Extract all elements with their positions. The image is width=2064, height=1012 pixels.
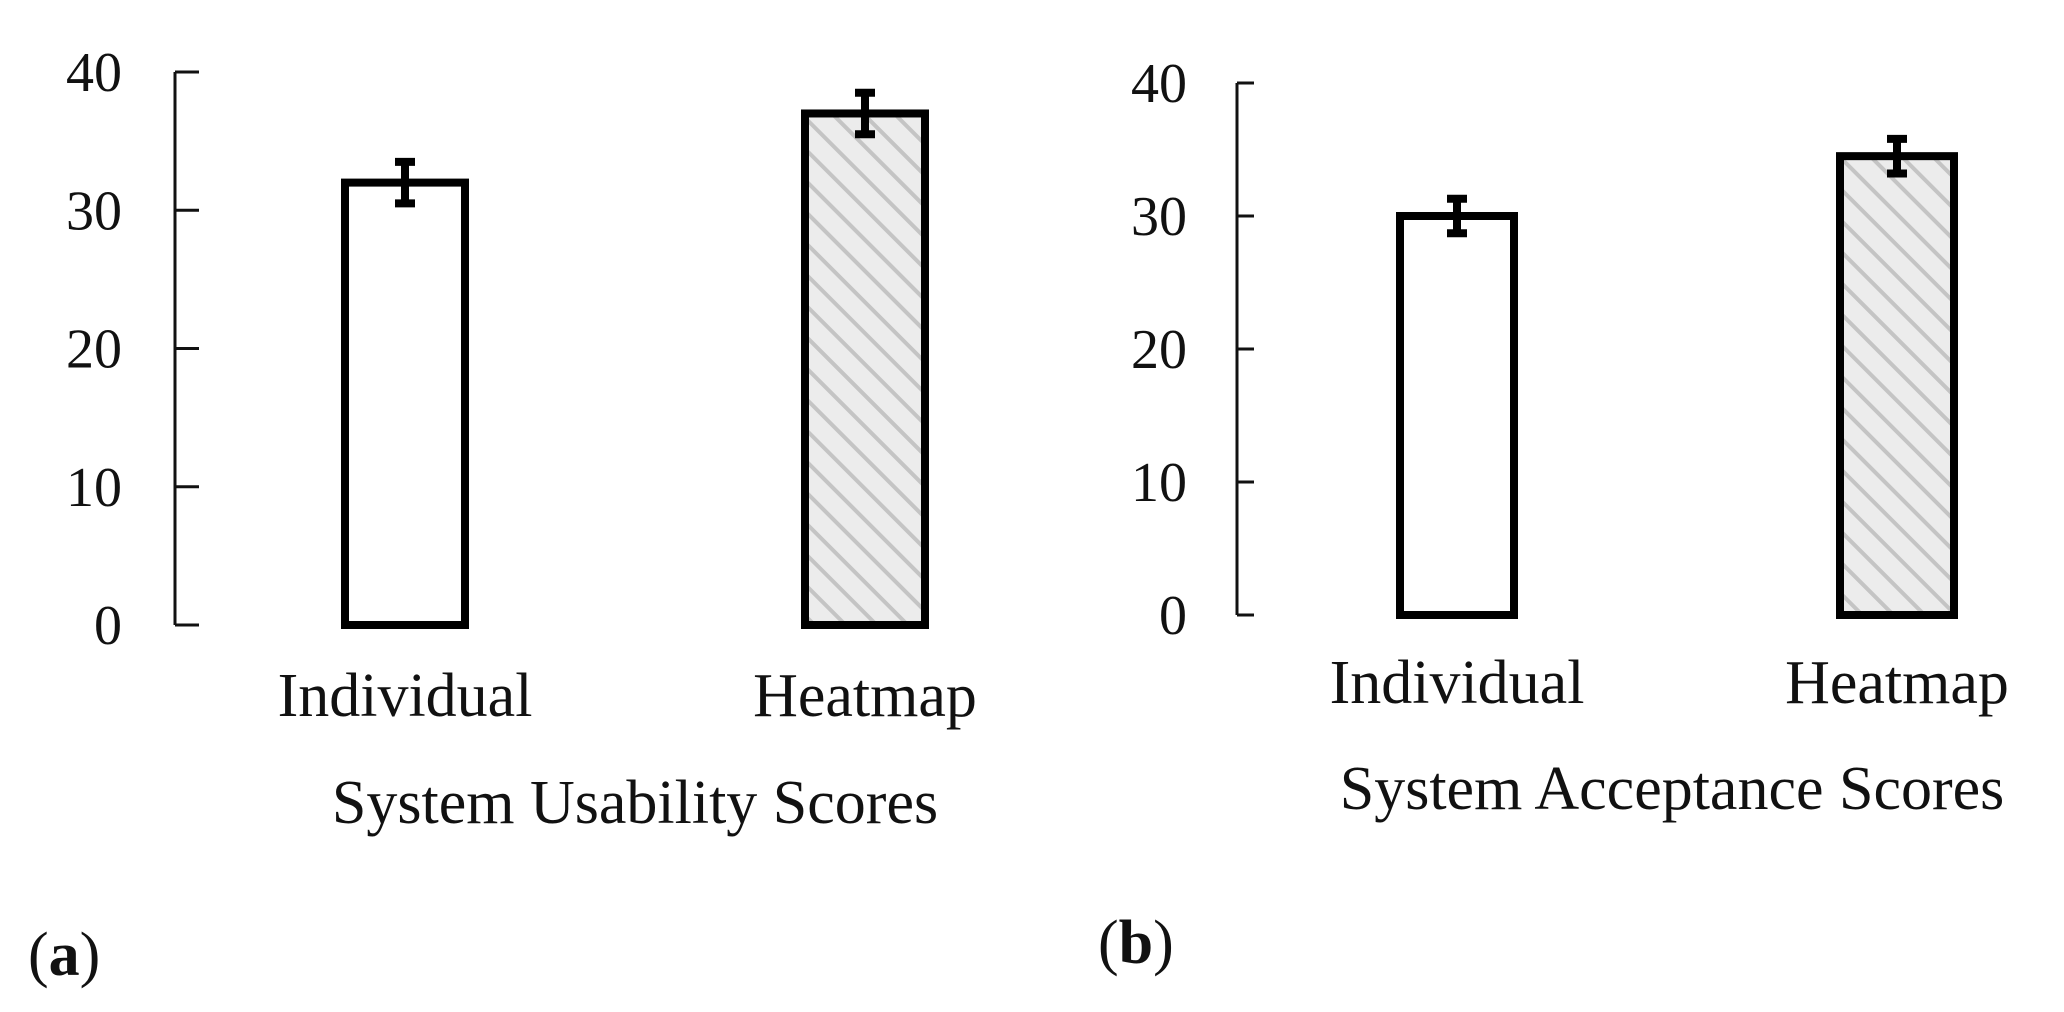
panel-label: (a): [28, 921, 100, 989]
x-category-label: Heatmap: [1785, 649, 2009, 717]
bar-individual: [1396, 212, 1518, 619]
panel-label: (b): [1098, 909, 1174, 977]
chart-title: System Usability Scores: [332, 769, 938, 837]
y-tick-label: 40: [66, 42, 122, 104]
bar-heatmap: [801, 109, 929, 629]
chart-usability: 0 10 20 30 40 Individual Heatmap System Usabi…: [28, 42, 977, 989]
y-tick-label: 30: [66, 180, 122, 242]
bar-individual: [341, 178, 469, 629]
y-tick-label: 10: [1131, 452, 1187, 514]
y-tick-label: 10: [66, 457, 122, 519]
x-category-label: Individual: [278, 662, 533, 730]
x-category-label: Heatmap: [753, 662, 977, 730]
chart-title: System Acceptance Scores: [1340, 755, 2005, 823]
y-tick-label: 30: [1131, 186, 1187, 248]
chart-acceptance: 0 10 20 30 40 Individual Heatmap System Accep…: [1098, 53, 2009, 977]
y-tick-label: 0: [94, 595, 122, 657]
y-tick-label: 20: [66, 319, 122, 381]
y-tick-label: 0: [1159, 585, 1187, 647]
x-category-label: Individual: [1330, 649, 1585, 717]
y-tick-label: 40: [1131, 53, 1187, 115]
bar-heatmap: [1836, 152, 1958, 619]
y-tick-label: 20: [1131, 319, 1187, 381]
